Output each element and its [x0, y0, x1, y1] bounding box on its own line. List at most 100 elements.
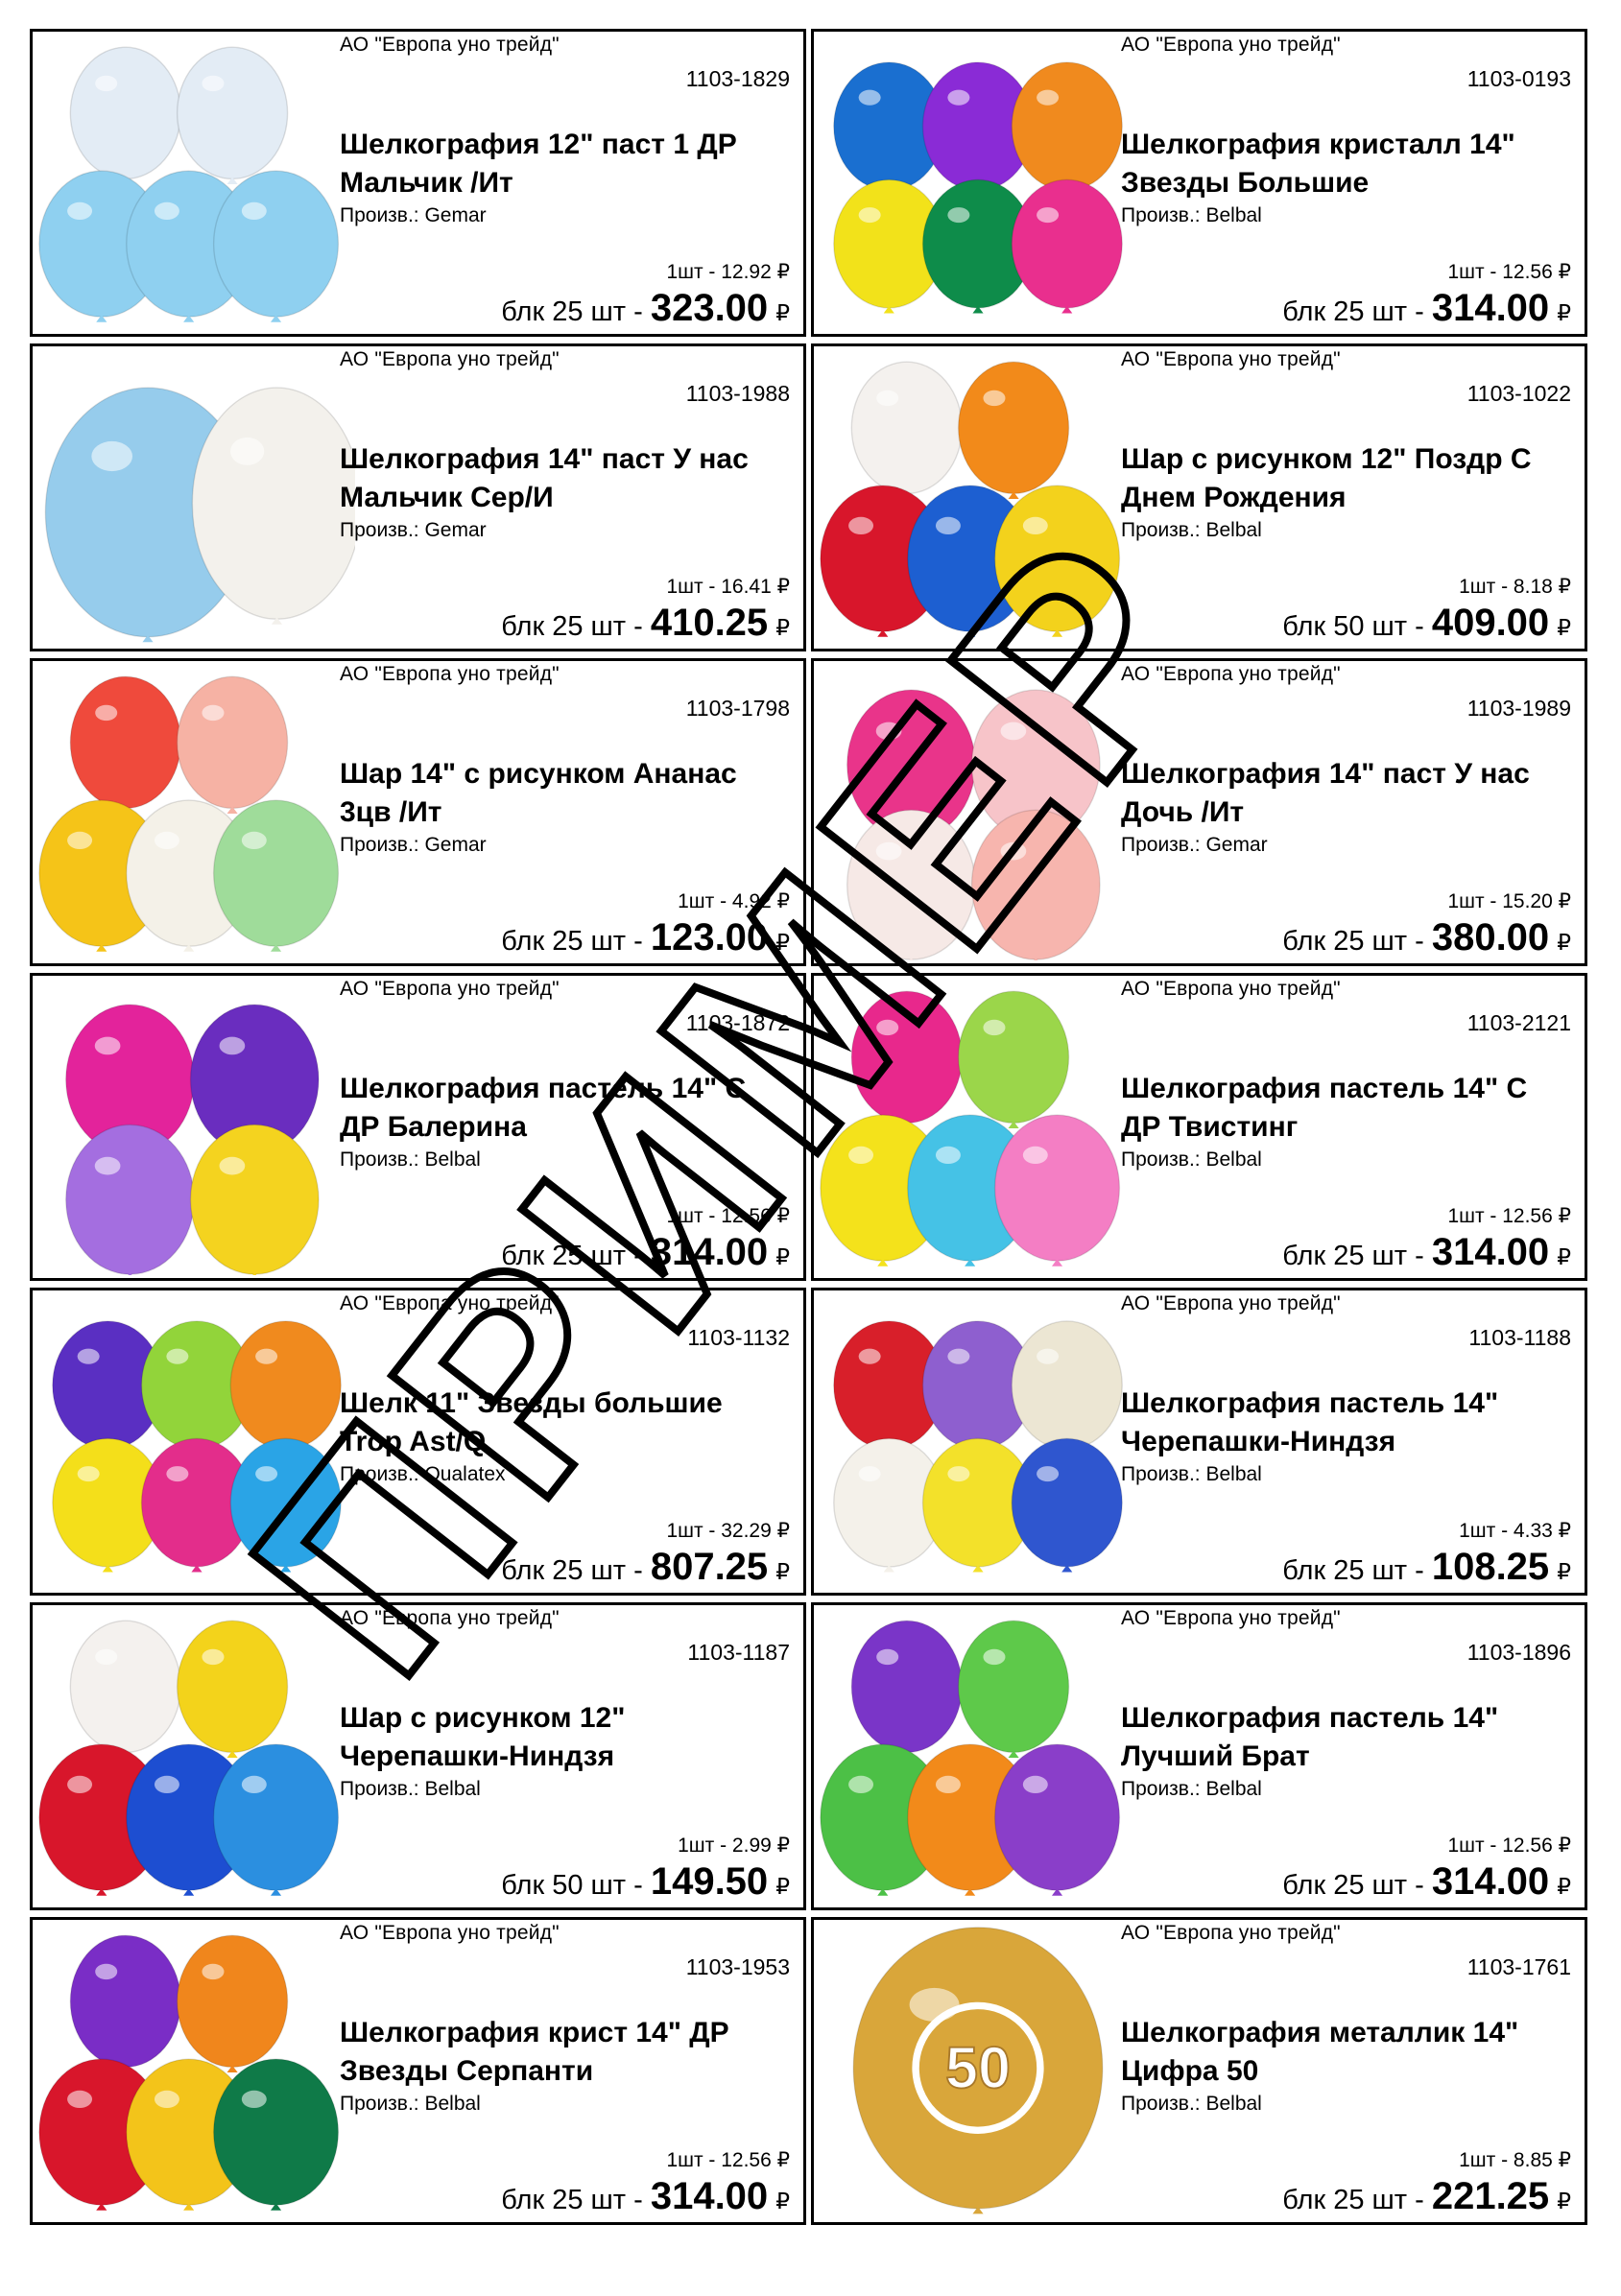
block-price: блк 25 шт - 410.25 ₽: [501, 602, 790, 645]
balloon-icon: [229, 1437, 342, 1573]
product-code: 1103-1188: [1468, 1325, 1571, 1350]
balloon-icon: [907, 485, 1034, 637]
product-card[interactable]: АО "Европа уно трейд" 1103-1988 Шелкографи…: [30, 343, 806, 651]
product-card[interactable]: АО "Европа уно трейд" 1103-1872 Шелкографи…: [30, 973, 806, 1281]
currency-symbol: ₽: [775, 2189, 790, 2213]
product-name[interactable]: Шелкография пастель 14" С ДР Балерина: [340, 1073, 747, 1143]
product-image[interactable]: [820, 982, 1136, 1275]
product-card[interactable]: АО "Европа уно трейд" 1103-1188 Шелкографи…: [811, 1288, 1587, 1596]
product-card[interactable]: АО "Европа уно трейд" 1103-1132 Шелк 11" З…: [30, 1288, 806, 1596]
product-card[interactable]: АО "Европа уно трейд" 1103-1187 Шар с рису…: [30, 1602, 806, 1910]
product-image[interactable]: [38, 1926, 355, 2219]
product-image[interactable]: [38, 1611, 355, 1905]
product-card[interactable]: АО "Европа уно трейд" 1103-0193 Шелкографи…: [811, 29, 1587, 337]
currency-symbol: ₽: [1557, 1244, 1571, 1269]
product-image[interactable]: 50: [820, 1926, 1136, 2219]
unit-price: 1шт - 16.41 ₽: [666, 576, 790, 598]
unit-price: 1шт - 12.56 ₽: [1447, 1205, 1571, 1227]
block-label: блк 25 шт -: [501, 1241, 651, 1271]
balloon-icon: [921, 61, 1035, 197]
product-card[interactable]: АО "Европа уно трейд" 1103-1829 Шелкографи…: [30, 29, 806, 337]
unit-price: 1шт - 12.92 ₽: [666, 261, 790, 283]
currency-symbol: ₽: [775, 930, 790, 955]
product-card[interactable]: 50 АО "Европа уно трейд" 1103-1761 Шелкогра…: [811, 1917, 1587, 2225]
block-price: блк 25 шт - 314.00 ₽: [1282, 1860, 1571, 1904]
unit-price: 1шт - 4.92 ₽: [678, 890, 790, 912]
block-label: блк 25 шт -: [1282, 1241, 1432, 1271]
supplier-name: АО "Европа уно трейд": [340, 663, 560, 685]
product-image[interactable]: [820, 1296, 1136, 1590]
balloon-icon: [1011, 1437, 1123, 1573]
block-label: блк 25 шт -: [1282, 1870, 1432, 1901]
manufacturer: Произв.: Belbal: [1121, 2093, 1262, 2115]
product-image[interactable]: [820, 352, 1136, 646]
block-label: блк 25 шт -: [1282, 296, 1432, 327]
unit-price: 1шт - 12.56 ₽: [666, 1205, 790, 1227]
manufacturer: Произв.: Belbal: [340, 1778, 481, 1800]
balloon-icon: [52, 1320, 164, 1456]
supplier-name: АО "Европа уно трейд": [340, 348, 560, 370]
product-code: 1103-0193: [1466, 66, 1571, 91]
product-card[interactable]: АО "Европа уно трейд" 1103-2121 Шелкографи…: [811, 973, 1587, 1281]
balloon-icon: [212, 2058, 340, 2211]
unit-price: 1шт - 8.85 ₽: [1459, 2149, 1571, 2171]
product-image[interactable]: [38, 37, 355, 331]
product-name[interactable]: Шелкография крист 14" ДР Звезды Серпанти: [340, 2017, 729, 2087]
currency-symbol: ₽: [1557, 300, 1571, 325]
product-image[interactable]: [820, 1611, 1136, 1905]
currency-symbol: ₽: [775, 1244, 790, 1269]
balloon-icon: [126, 170, 252, 322]
product-name[interactable]: Шар с рисунком 12" Поздр С Днем Рождения: [1121, 443, 1532, 513]
product-name[interactable]: Шелк 11" Звезды большие Trop Ast/Q: [340, 1387, 723, 1457]
balloon-icon: [970, 809, 1101, 960]
supplier-name: АО "Европа уно трейд": [340, 1922, 560, 1944]
product-image[interactable]: [38, 982, 355, 1275]
currency-symbol: ₽: [1557, 615, 1571, 640]
product-image[interactable]: [38, 667, 355, 960]
product-card[interactable]: АО "Европа уно трейд" 1103-1989 Шелкографи…: [811, 658, 1587, 966]
balloon-cluster-icon: [52, 1320, 342, 1573]
product-code: 1103-2121: [1466, 1010, 1571, 1035]
product-name[interactable]: Шелкография кристалл 14" Звезды Большие: [1121, 129, 1515, 199]
block-price-value: 410.25: [650, 602, 769, 644]
product-name[interactable]: Шелкография 14" паст У нас Мальчик Сер/И: [340, 443, 749, 513]
product-image[interactable]: [820, 37, 1136, 331]
balloon-icon: [820, 1114, 946, 1266]
product-image[interactable]: [38, 352, 355, 646]
product-name[interactable]: Шелкография металлик 14" Цифра 50: [1121, 2017, 1519, 2087]
product-name[interactable]: Шелкография пастель 14" Лучший Брат: [1121, 1702, 1499, 1772]
product-card[interactable]: АО "Европа уно трейд" 1103-1953 Шелкографи…: [30, 1917, 806, 2225]
product-card[interactable]: АО "Европа уно трейд" 1103-1798 Шар 14" с …: [30, 658, 806, 966]
balloon-cluster-icon: [833, 61, 1123, 314]
supplier-name: АО "Европа уно трейд": [1121, 663, 1341, 685]
product-name[interactable]: Шелкография 12" паст 1 ДР Мальчик /Ит: [340, 129, 737, 199]
block-price: блк 25 шт - 380.00 ₽: [1282, 916, 1571, 959]
unit-price: 1шт - 12.56 ₽: [1447, 1834, 1571, 1857]
product-name[interactable]: Шар 14" с рисунком Ананас 3цв /Ит: [340, 758, 737, 828]
supplier-name: АО "Европа уно трейд": [1121, 978, 1341, 1000]
product-image[interactable]: [38, 1296, 355, 1590]
balloon-cluster-icon: [820, 1620, 1121, 1896]
balloon-cluster-icon: [44, 387, 355, 643]
block-price: блк 25 шт - 221.25 ₽: [1282, 2175, 1571, 2218]
balloon-icon: [957, 361, 1070, 499]
block-price: блк 25 шт - 314.00 ₽: [1282, 1231, 1571, 1274]
product-name[interactable]: Шелкография пастель 14" Черепашки-Ниндзя: [1121, 1387, 1499, 1457]
unit-price: 1шт - 8.18 ₽: [1459, 576, 1571, 598]
balloon-number: 50: [945, 2035, 1011, 2100]
block-label: блк 25 шт -: [501, 296, 651, 327]
manufacturer: Произв.: Gemar: [340, 834, 487, 856]
balloon-icon: [833, 1437, 945, 1573]
currency-symbol: ₽: [1557, 930, 1571, 955]
block-label: блк 25 шт -: [501, 611, 651, 642]
product-card[interactable]: АО "Европа уно трейд" 1103-1896 Шелкографи…: [811, 1602, 1587, 1910]
product-card[interactable]: АО "Европа уно трейд" 1103-1022 Шар с рису…: [811, 343, 1587, 651]
unit-price: 1шт - 15.20 ₽: [1447, 890, 1571, 912]
product-name[interactable]: Шар с рисунком 12" Черепашки-Ниндзя: [340, 1702, 626, 1772]
manufacturer: Произв.: Belbal: [1121, 519, 1262, 541]
product-name[interactable]: Шелкография 14" паст У нас Дочь /Ит: [1121, 758, 1530, 828]
product-code: 1103-1872: [685, 1010, 790, 1035]
product-image[interactable]: [820, 667, 1136, 960]
block-price-value: 807.25: [650, 1546, 769, 1588]
product-name[interactable]: Шелкография пастель 14" С ДР Твистинг: [1121, 1073, 1528, 1143]
